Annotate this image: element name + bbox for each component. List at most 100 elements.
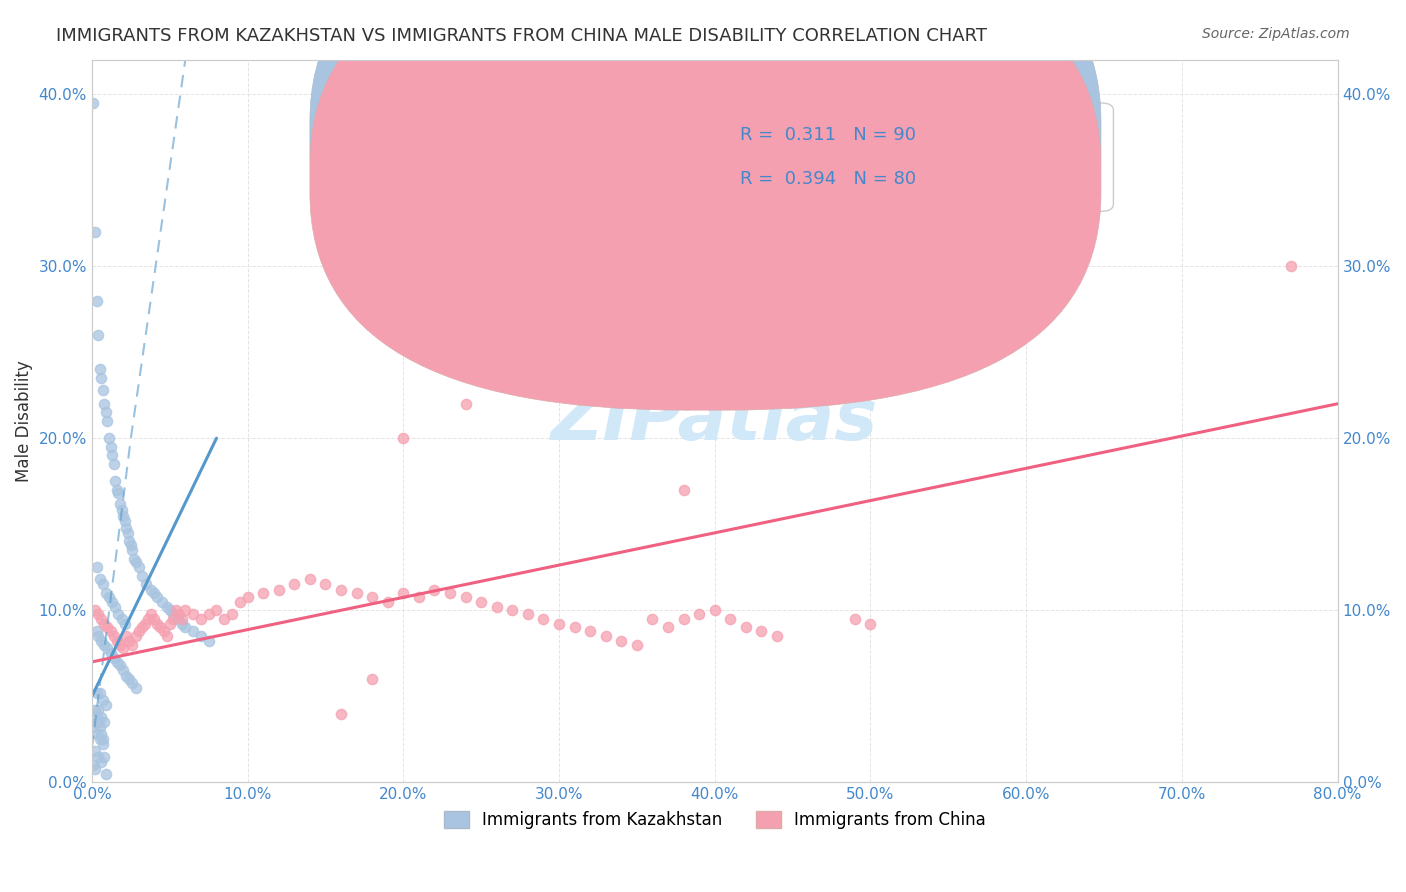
Point xyxy=(96,641,118,656)
Point xyxy=(136,612,159,626)
Text: ZIPatlas: ZIPatlas xyxy=(551,386,879,456)
Point xyxy=(423,582,446,597)
Point xyxy=(485,599,508,614)
Point xyxy=(408,590,430,604)
Point xyxy=(90,612,112,626)
Point xyxy=(89,362,111,376)
Point xyxy=(1279,259,1302,273)
Point xyxy=(107,486,129,500)
Point xyxy=(91,738,114,752)
Point xyxy=(90,371,112,385)
Point xyxy=(143,586,166,600)
Point xyxy=(181,624,204,638)
Point xyxy=(844,612,866,626)
Point xyxy=(162,612,184,626)
Point xyxy=(267,582,290,597)
Point xyxy=(112,664,135,678)
Text: R =  0.394   N = 80: R = 0.394 N = 80 xyxy=(740,169,915,188)
Text: IMMIGRANTS FROM KAZAKHSTAN VS IMMIGRANTS FROM CHINA MALE DISABILITY CORRELATION : IMMIGRANTS FROM KAZAKHSTAN VS IMMIGRANTS… xyxy=(56,27,987,45)
Point xyxy=(131,620,153,634)
Point xyxy=(134,617,156,632)
FancyBboxPatch shape xyxy=(309,0,1101,367)
Point xyxy=(114,514,136,528)
Point xyxy=(114,617,136,632)
Point xyxy=(93,749,115,764)
Point xyxy=(214,612,236,626)
Point xyxy=(87,629,110,643)
Point xyxy=(87,327,110,342)
Text: Source: ZipAtlas.com: Source: ZipAtlas.com xyxy=(1202,27,1350,41)
Point xyxy=(84,703,107,717)
Point xyxy=(87,715,110,730)
Point xyxy=(146,590,169,604)
Point xyxy=(94,586,117,600)
Point xyxy=(86,624,108,638)
Point xyxy=(703,603,725,617)
Point xyxy=(86,727,108,741)
Point xyxy=(82,720,104,734)
Point xyxy=(501,603,523,617)
Point xyxy=(197,634,219,648)
Point xyxy=(91,692,114,706)
Point xyxy=(107,607,129,621)
Point xyxy=(86,560,108,574)
Point xyxy=(115,668,138,682)
Point xyxy=(128,624,150,638)
Point xyxy=(579,624,602,638)
Point xyxy=(108,658,131,673)
Point xyxy=(100,440,122,454)
Point xyxy=(190,612,212,626)
Point xyxy=(564,620,586,634)
Point xyxy=(533,612,555,626)
Point xyxy=(859,617,882,632)
Point xyxy=(174,620,197,634)
Point xyxy=(84,225,107,239)
Point xyxy=(121,638,143,652)
Point xyxy=(105,483,128,497)
Point xyxy=(172,612,194,626)
Point xyxy=(110,612,132,626)
Point xyxy=(221,607,243,621)
Point xyxy=(205,603,228,617)
Point xyxy=(122,551,145,566)
Point xyxy=(361,672,384,686)
Point xyxy=(283,577,305,591)
Point xyxy=(103,651,125,665)
Point xyxy=(143,612,166,626)
Point xyxy=(165,603,187,617)
Point xyxy=(657,620,679,634)
Point xyxy=(101,595,124,609)
Point xyxy=(89,720,111,734)
Point xyxy=(100,624,122,638)
FancyBboxPatch shape xyxy=(652,103,1114,211)
Point xyxy=(610,634,633,648)
FancyBboxPatch shape xyxy=(309,0,1101,410)
Point xyxy=(595,629,617,643)
Point xyxy=(172,617,194,632)
Point xyxy=(93,617,115,632)
Point xyxy=(121,675,143,690)
Point xyxy=(150,595,173,609)
Point xyxy=(118,634,141,648)
Point xyxy=(98,590,121,604)
Point xyxy=(84,762,107,776)
Point xyxy=(751,624,773,638)
Point xyxy=(117,525,139,540)
Point xyxy=(139,607,162,621)
Point xyxy=(105,634,128,648)
Point xyxy=(152,624,174,638)
Point xyxy=(626,638,648,652)
Point xyxy=(181,607,204,621)
Point xyxy=(139,582,162,597)
Point xyxy=(108,497,131,511)
Point xyxy=(118,672,141,686)
Point xyxy=(485,310,508,325)
Point xyxy=(112,641,135,656)
Point xyxy=(166,612,188,626)
Point xyxy=(86,686,108,700)
Point xyxy=(159,603,181,617)
Point xyxy=(439,586,461,600)
Point xyxy=(90,634,112,648)
Point xyxy=(110,503,132,517)
Point xyxy=(93,638,115,652)
